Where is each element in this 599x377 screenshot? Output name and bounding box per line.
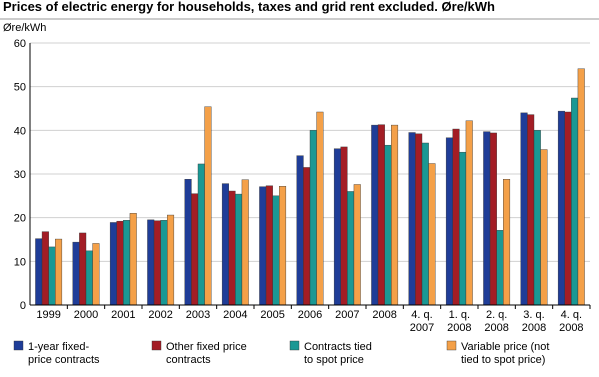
legend-label: Other fixed price contracts [166,341,247,366]
bar [309,130,317,306]
bar [377,124,385,306]
bar [279,186,287,306]
x-tick-label: 2006 [298,309,322,321]
y-tick-label: 60 [14,38,26,50]
y-axis-label: Øre/kWh [3,22,46,34]
bar [197,163,205,306]
bar [153,220,161,306]
bar [452,128,460,306]
y-tick-label: 0 [20,300,26,312]
x-tick-label: 3. q. 2008 [522,309,546,334]
bar [353,184,361,306]
x-tick-label: 2008 [372,309,396,321]
bar [241,179,249,306]
bar [79,232,87,306]
bar [129,213,137,306]
x-tick-label: 4. q. 2008 [559,309,583,334]
bar [540,149,548,306]
bar [428,163,436,306]
legend-label: Contracts tied to spot price [304,341,372,366]
bar [445,137,453,306]
x-tick-label: 1999 [36,309,60,321]
y-tick-label: 50 [14,82,26,94]
bar [235,193,243,306]
bar [296,155,304,306]
legend-swatch [446,340,457,351]
x-tick-label: 4. q. 2007 [410,309,434,334]
bar [577,68,585,306]
bar [503,179,511,306]
x-tick-label: 2002 [148,309,172,321]
bar [459,151,467,306]
y-tick-label: 20 [14,213,26,225]
bar [35,238,43,306]
bar [408,132,416,306]
bar [340,146,348,306]
bar [147,219,155,306]
bar [496,230,504,306]
bar [265,185,273,306]
bar [520,112,528,306]
bar [123,220,131,306]
bar [48,246,56,306]
bar [109,222,117,306]
legend-label: Variable price (not tied to spot price) [461,341,549,366]
x-tick-label: 2001 [111,309,135,321]
bar [116,220,124,306]
y-tick-label: 40 [14,125,26,137]
legend-label: 1-year fixed-price contracts [28,341,100,366]
bar [465,120,473,306]
bar [204,106,212,306]
bar [184,179,192,306]
bar [347,191,355,306]
bar [384,144,392,306]
bar [41,231,49,306]
legend-swatch [13,340,24,351]
x-tick-label: 2004 [223,309,247,321]
bar [191,193,199,306]
bar [259,186,267,306]
bar [55,238,63,306]
bar [303,167,311,306]
x-tick-label: 2005 [260,309,284,321]
bar [167,214,175,306]
y-tick-label: 30 [14,169,26,181]
bar [564,111,572,306]
bar [72,241,80,306]
x-tick-label: 2000 [74,309,98,321]
bar [333,148,341,306]
bar [92,243,100,306]
bar [483,131,491,306]
bar [160,220,168,306]
y-tick-label: 10 [14,256,26,268]
bar [371,124,379,306]
bar [316,111,324,306]
bar [391,124,399,306]
bar [571,97,579,306]
x-tick-label: 1. q. 2008 [447,309,471,334]
bar [527,114,535,306]
bar [421,142,429,306]
bar [533,130,541,306]
bar [228,190,236,306]
bar [85,250,93,306]
bar [221,183,229,306]
x-tick-label: 2007 [335,309,359,321]
chart-title: Prices of electric energy for households… [3,0,495,14]
bar [557,110,565,306]
bar [415,133,423,306]
bar [489,132,497,306]
x-tick-label: 2. q. 2008 [484,309,508,334]
legend-swatch [289,340,300,351]
legend-swatch [151,340,162,351]
x-tick-label: 2003 [186,309,210,321]
bar [272,195,280,306]
